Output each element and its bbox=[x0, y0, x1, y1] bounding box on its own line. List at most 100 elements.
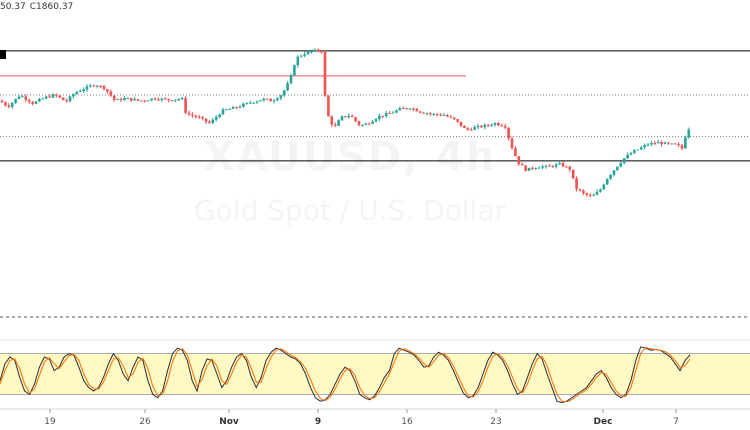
candle-body bbox=[167, 98, 170, 101]
candle-body bbox=[449, 116, 453, 118]
candle-body bbox=[221, 109, 225, 115]
candle-body bbox=[374, 119, 378, 122]
candle-body bbox=[218, 114, 221, 118]
candle-body bbox=[558, 163, 561, 165]
candle-body bbox=[565, 166, 568, 168]
candle-body bbox=[248, 102, 252, 104]
candle-body bbox=[493, 123, 497, 126]
candle-body bbox=[629, 153, 633, 155]
candle-body bbox=[554, 164, 558, 167]
candle-body bbox=[7, 105, 11, 107]
candle-body bbox=[14, 98, 17, 103]
candle-body bbox=[595, 191, 599, 195]
candle-body bbox=[442, 115, 446, 117]
candle-body bbox=[592, 194, 595, 196]
candle-body bbox=[323, 51, 327, 96]
candle-body bbox=[269, 98, 272, 102]
candle-body bbox=[238, 106, 242, 108]
candle-body bbox=[24, 96, 28, 100]
candle-body bbox=[673, 143, 677, 145]
candle-body bbox=[388, 113, 391, 115]
candle-body bbox=[140, 100, 143, 102]
candle-body bbox=[408, 108, 412, 110]
candle-body bbox=[490, 125, 493, 127]
candle-body bbox=[106, 89, 109, 92]
time-tick-label: 9 bbox=[315, 417, 321, 427]
candle-body bbox=[34, 101, 38, 104]
candle-body bbox=[646, 144, 650, 146]
candle-body bbox=[575, 178, 578, 190]
candle-body bbox=[330, 116, 334, 125]
candle-body bbox=[276, 98, 279, 101]
candle-body bbox=[129, 97, 133, 101]
candle-body bbox=[497, 123, 500, 126]
candle-body bbox=[357, 121, 361, 126]
candle-body bbox=[432, 113, 436, 115]
candle-body bbox=[422, 112, 425, 114]
candle-body bbox=[687, 129, 691, 138]
candle-body bbox=[153, 98, 157, 100]
candle-body bbox=[517, 156, 521, 165]
candle-body bbox=[112, 95, 116, 100]
candle-body bbox=[510, 138, 514, 149]
candle-body bbox=[636, 149, 640, 151]
candle-body bbox=[245, 102, 249, 104]
candle-body bbox=[415, 108, 419, 112]
candle-body bbox=[401, 108, 405, 110]
candle-body bbox=[429, 113, 432, 115]
candle-body bbox=[27, 99, 31, 102]
candle-body bbox=[65, 100, 68, 102]
candle-body bbox=[262, 98, 266, 101]
candle-body bbox=[622, 158, 626, 164]
watermark-symbol: XAUUSD, 4h bbox=[204, 134, 497, 180]
candle-body bbox=[296, 56, 300, 66]
stoch-band bbox=[0, 353, 750, 395]
candle-body bbox=[480, 125, 483, 128]
candle-body bbox=[272, 100, 276, 102]
candle-body bbox=[299, 55, 303, 57]
candle-body bbox=[398, 108, 402, 111]
candle-body bbox=[89, 85, 92, 87]
candle-body bbox=[279, 95, 283, 99]
candle-body bbox=[0, 100, 4, 103]
candle-body bbox=[633, 150, 636, 154]
candle-body bbox=[119, 99, 123, 101]
candle-body bbox=[412, 108, 415, 110]
candle-body bbox=[361, 124, 364, 126]
candle-body bbox=[17, 96, 21, 99]
candle-body bbox=[293, 65, 296, 76]
candle-body bbox=[446, 115, 449, 117]
candle-body bbox=[31, 101, 34, 104]
candle-body bbox=[503, 126, 507, 128]
price-levels bbox=[0, 50, 750, 162]
candle-body bbox=[507, 127, 510, 139]
candle-body bbox=[677, 144, 680, 146]
candle-body bbox=[228, 108, 232, 110]
candlestick-series bbox=[0, 48, 691, 198]
candle-body bbox=[670, 143, 674, 145]
candle-body bbox=[520, 164, 524, 166]
candle-body bbox=[534, 167, 538, 169]
candle-body bbox=[561, 163, 565, 167]
candle-body bbox=[163, 98, 167, 100]
candle-body bbox=[92, 85, 96, 87]
candle-body bbox=[126, 97, 130, 99]
candle-body bbox=[568, 166, 572, 170]
candle-body bbox=[578, 189, 582, 191]
candle-body bbox=[500, 125, 504, 127]
candle-body bbox=[68, 96, 72, 102]
candle-body bbox=[456, 119, 459, 122]
candle-body bbox=[418, 111, 422, 113]
candle-body bbox=[310, 51, 313, 53]
candle-body bbox=[10, 102, 14, 107]
candle-body bbox=[656, 142, 660, 144]
candle-body bbox=[306, 51, 310, 55]
time-tick-label: 26 bbox=[139, 417, 151, 427]
candle-body bbox=[544, 165, 548, 167]
candle-body bbox=[463, 125, 466, 128]
candle-body bbox=[537, 167, 541, 169]
candle-body bbox=[160, 98, 164, 100]
candle-body bbox=[582, 190, 585, 194]
